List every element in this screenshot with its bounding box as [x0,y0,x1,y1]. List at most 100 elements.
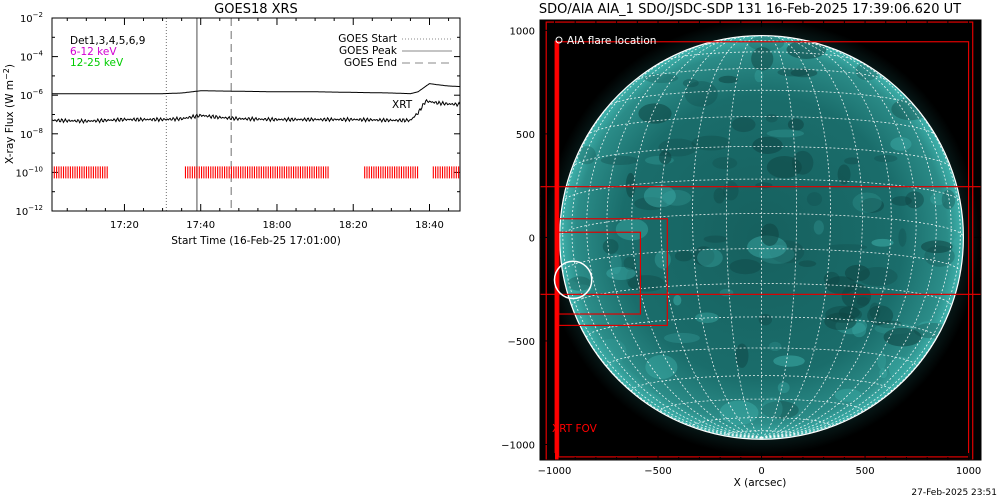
disk-texture-blob [713,187,726,204]
disk-texture-blob [824,312,857,331]
disk-texture-blob [874,154,898,163]
disk-texture-blob [658,138,697,157]
disk-texture-blob [905,191,924,209]
disk-texture-blob [758,244,795,264]
disk-texture-blob [719,288,734,297]
disk-texture-blob [773,355,805,367]
xrt-fov-boxes [540,21,981,460]
longitude-line [761,35,797,439]
longitude-line [586,39,762,439]
disk-texture-blob [930,193,946,206]
disk-texture-blob [844,157,860,165]
disk-texture-blob [761,401,799,420]
disk-texture-blob [748,35,785,51]
disk-texture-blob [600,155,639,165]
ry-tick-label: −500 [508,337,535,348]
right-x-axis-label: X (arcsec) [734,477,787,489]
longitude-line [660,35,762,439]
ry-tick-label: −1000 [501,440,535,451]
disk-texture-blob [595,338,627,365]
solar-limb [559,34,965,440]
longitude-line [761,237,964,439]
disk-texture-blob [731,117,756,133]
xrt-annotation: XRT [392,99,413,111]
disk-texture-blob [691,135,731,151]
x-tick-label: 18:40 [415,220,444,231]
xrt-fov-box [545,21,974,460]
left-y-axis-label: X-ray Flux (W m−2) [2,64,16,164]
disk-texture-blob [867,305,894,326]
goes-series-line-0 [52,83,460,95]
disk-texture-blob [755,182,773,189]
disk-texture-blob [766,129,805,138]
right-axis-ticks: −1000 −500 0 500 1000 −1000 −500 0 500 1000 [501,20,981,477]
xrt-observation-marks [52,166,460,179]
rx-tick-label: −1000 [538,466,572,477]
legend-6-12kev: 6-12 keV [70,46,117,58]
disk-texture-blob [567,276,592,291]
x-tick-label: 18:20 [339,220,368,231]
disk-texture-blob [852,322,867,338]
y-tick-label: 10−8 [20,127,43,141]
ylabel-part-2: −2 [2,68,11,80]
longitude-line [692,35,762,439]
longitude-line [761,39,937,439]
disk-texture-blob [871,238,894,247]
disk-texture-blob [638,103,672,124]
ylabel-part-1: X-ray Flux (W m [4,80,16,164]
disk-texture-blob [752,136,783,154]
longitude-line [726,35,762,439]
disk-texture-blob [703,235,728,243]
rx-tick-label: 500 [856,466,875,477]
goes-time-markers [165,18,232,211]
longitude-line [761,36,892,439]
left-plot-frame [51,17,461,212]
left-x-axis-label: Start Time (16-Feb-25 17:01:00) [171,235,341,247]
rx-tick-label: 0 [758,466,764,477]
disk-texture-blob [627,275,665,292]
disk-texture-blob [834,388,862,402]
disk-texture-blob [787,118,804,131]
y-tick-label: 10−6 [20,88,44,102]
latitude-line [571,145,952,168]
xrt-fov-box [558,231,642,315]
disk-texture-blob [735,343,749,368]
disk-texture-blob [578,145,596,165]
disk-texture-blob [751,47,774,71]
disk-texture-blob [606,266,636,280]
longitude-line [761,72,961,439]
longitude-line [562,72,762,439]
xrt-fov-label: XRT FOV [552,423,598,435]
legend-det: Det1,3,4,5,6,9 [70,35,145,47]
latitude-line [607,89,916,107]
latitude-line [726,430,797,435]
latitude-line [631,375,892,392]
disk-texture-blob [860,198,885,213]
goes-xrs-panel: GOES18 XRS X-ray Flux (W m−2) Start Time… [2,2,461,247]
disk-texture-blob [723,181,739,201]
goes-series-line-1 [52,98,460,125]
disk-texture-blob [718,75,739,84]
disk-texture-blob [924,245,955,267]
goes-series [52,83,460,125]
disk-texture-blob [856,296,870,306]
disk-texture-blob [813,220,824,235]
disk-texture-blob [682,78,699,88]
disk-texture-blob [766,155,802,179]
longitude-line [571,45,762,439]
disk-texture-blob [765,114,778,123]
disk-texture-blob [654,250,671,269]
aia-image-panel: SDO/AIA AIA_1 SDO/JSDC-SDP 131 16-Feb-20… [501,2,982,489]
disk-texture-blob [941,189,956,210]
flare-legend: AIA flare location [555,35,656,47]
legend-goes-peak: GOES Peak [339,45,398,57]
disk-texture-blob [883,327,922,347]
disk-texture-blob [891,196,912,206]
disk-texture-blob [645,354,678,380]
disk-texture-blob [841,283,872,309]
rx-tick-label: −500 [644,466,671,477]
disk-texture-blob [837,164,851,185]
disk-texture-blob [625,172,636,198]
rx-tick-label: 1000 [956,466,981,477]
